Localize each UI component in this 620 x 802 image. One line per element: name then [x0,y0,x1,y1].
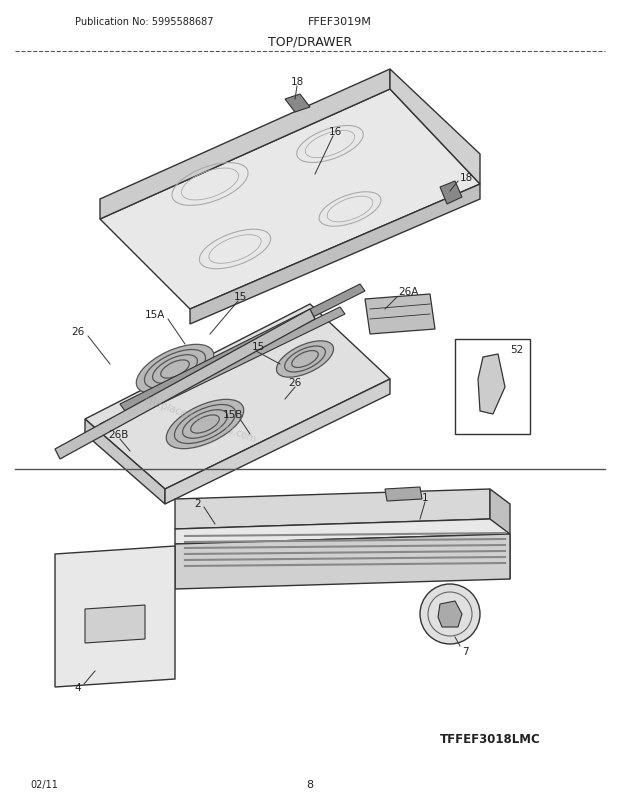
Text: 7: 7 [462,646,468,656]
Text: 26: 26 [288,378,301,387]
Text: 26A: 26A [398,286,419,297]
Text: 26: 26 [71,326,84,337]
Text: 52: 52 [510,345,523,354]
Ellipse shape [136,345,214,394]
Polygon shape [440,182,462,205]
Polygon shape [85,606,145,643]
Polygon shape [85,419,165,504]
Polygon shape [365,294,435,334]
Ellipse shape [277,342,334,378]
Text: TFFEF3018LMC: TFFEF3018LMC [440,732,541,746]
Polygon shape [165,379,390,504]
Bar [455,339,530,435]
Polygon shape [175,489,490,529]
Polygon shape [55,546,175,687]
Text: 18: 18 [290,77,304,87]
Text: 02/11: 02/11 [30,779,58,789]
Polygon shape [175,520,510,545]
Polygon shape [100,308,345,431]
Polygon shape [390,70,480,184]
Text: 18: 18 [460,172,473,183]
Text: 8: 8 [306,779,314,789]
Text: 16: 16 [329,127,342,137]
Text: eReplacementParts.com: eReplacementParts.com [143,395,257,444]
Polygon shape [120,285,365,411]
Text: 4: 4 [74,683,81,692]
Text: Publication No: 5995588687: Publication No: 5995588687 [75,17,213,27]
Polygon shape [55,310,315,460]
Text: TOP/DRAWER: TOP/DRAWER [268,35,352,48]
Polygon shape [100,70,390,220]
Text: 2: 2 [195,498,202,508]
Text: 15: 15 [233,292,247,302]
Polygon shape [285,95,310,113]
Polygon shape [385,488,422,501]
Polygon shape [190,184,480,325]
Polygon shape [85,305,390,489]
Circle shape [420,585,480,644]
Polygon shape [478,354,505,415]
Text: 15A: 15A [145,310,165,320]
Ellipse shape [166,400,244,449]
Polygon shape [100,90,480,310]
Polygon shape [175,534,510,589]
Text: FFEF3019M: FFEF3019M [308,17,372,27]
Text: 15: 15 [251,342,265,351]
Polygon shape [490,489,510,579]
Text: 15B: 15B [223,410,243,419]
Text: 1: 1 [422,492,428,502]
Text: 26B: 26B [108,429,128,439]
Polygon shape [438,602,462,627]
